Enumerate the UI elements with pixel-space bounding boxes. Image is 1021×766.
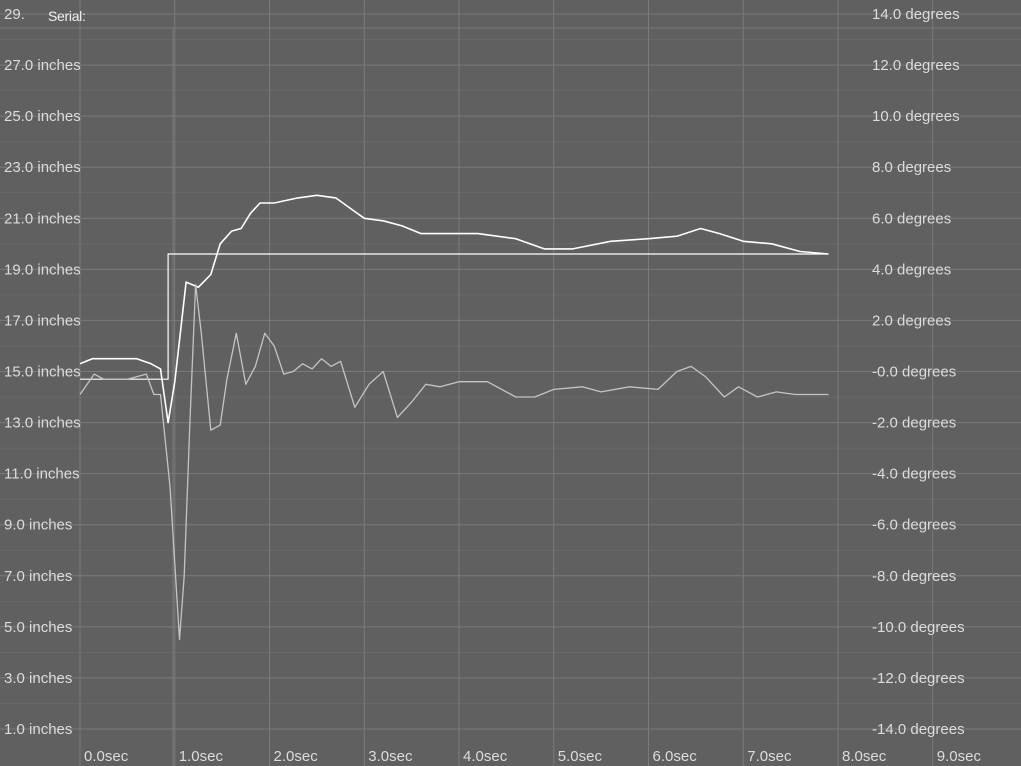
y-right-tick-label: 8.0 degrees — [872, 159, 951, 176]
y-left-tick-label: 21.0 inches — [4, 210, 81, 227]
serial-label: Serial: — [48, 8, 86, 24]
y-left-tick-label: 9.0 inches — [4, 517, 72, 534]
y-right-tick-label: 6.0 degrees — [872, 210, 951, 227]
y-left-tick-label: 7.0 inches — [4, 568, 72, 585]
y-right-tick-label: -0.0 degrees — [872, 364, 956, 381]
y-right-tick-label: -14.0 degrees — [872, 721, 965, 738]
y-right-tick-label: -4.0 degrees — [872, 466, 956, 483]
x-tick-label: 2.0sec — [274, 748, 319, 765]
y-left-tick-label: 27.0 inches — [4, 57, 81, 74]
x-tick-label: 3.0sec — [368, 748, 413, 765]
x-tick-label: 5.0sec — [558, 748, 603, 765]
y-left-tick-label: 3.0 inches — [4, 670, 72, 687]
series-line-1 — [79, 194, 829, 424]
x-tick-label: 9.0sec — [937, 748, 982, 765]
y-left-tick-label: 23.0 inches — [4, 159, 81, 176]
y-right-tick-label: 4.0 degrees — [872, 261, 951, 278]
y-left-tick-label: 19.0 inches — [4, 261, 81, 278]
y-right-tick-label: -10.0 degrees — [872, 619, 965, 636]
y-right-tick-label: -8.0 degrees — [872, 568, 956, 585]
y-left-tick-label: 5.0 inches — [4, 619, 72, 636]
x-tick-label: 7.0sec — [747, 748, 792, 765]
y-right-tick-label: 2.0 degrees — [872, 312, 951, 329]
y-right-tick-label: -2.0 degrees — [872, 415, 956, 432]
y-right-tick-label: -6.0 degrees — [872, 517, 956, 534]
x-tick-label: 6.0sec — [653, 748, 698, 765]
series-line-3 — [79, 284, 829, 641]
y-left-tick-label: 15.0 inches — [4, 364, 81, 381]
y-right-tick-label: 12.0 degrees — [872, 57, 960, 74]
y-right-tick-label: 10.0 degrees — [872, 108, 960, 125]
y-left-tick-label: 1.0 inches — [4, 721, 72, 738]
x-tick-label: 1.0sec — [179, 748, 224, 765]
y-left-tick-label: 11.0 inches — [4, 466, 80, 483]
x-tick-label: 0.0sec — [84, 748, 129, 765]
y-left-tick-label: 13.0 inches — [4, 415, 81, 432]
x-tick-label: 8.0sec — [842, 748, 887, 765]
y-right-tick-label: 14.0 degrees — [872, 6, 960, 23]
y-left-tick-label: 29. — [4, 6, 25, 23]
y-left-tick-label: 17.0 inches — [4, 312, 81, 329]
y-left-tick-label: 25.0 inches — [4, 108, 81, 125]
y-right-tick-label: -12.0 degrees — [872, 670, 965, 687]
x-tick-label: 4.0sec — [463, 748, 508, 765]
